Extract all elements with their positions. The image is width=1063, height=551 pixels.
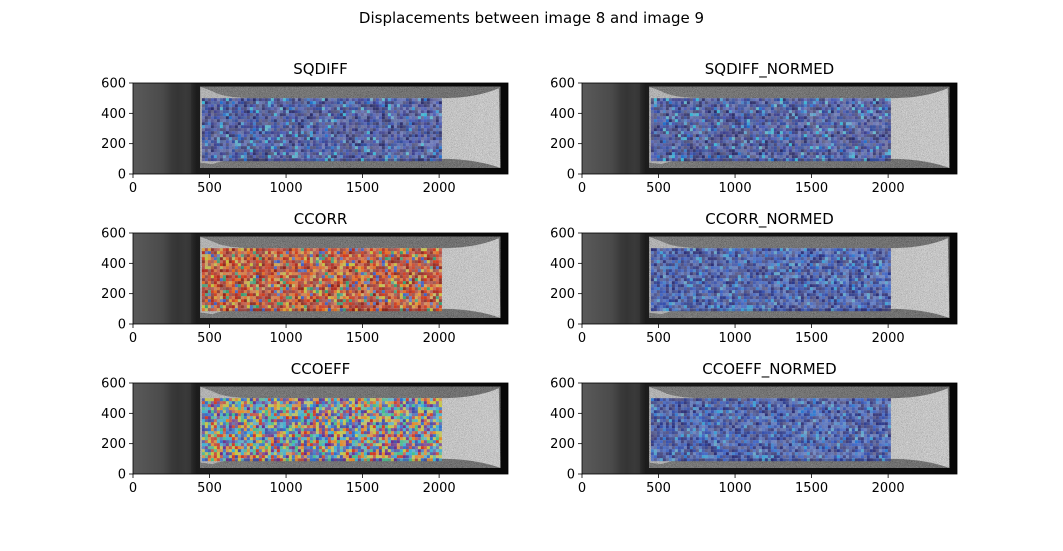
subplot-2: SQDIFF_NORMED 0 500 1000 1500 2000 0 200 400 600 [550, 60, 958, 196]
displacement-overlay [201, 98, 442, 162]
subplot-title: CCOEFF_NORMED [702, 360, 836, 379]
x-tick-label: 500 [197, 331, 222, 346]
x-tick-label: 1500 [795, 481, 828, 496]
x-tick-label: 1500 [795, 181, 828, 196]
subplot-title: SQDIFF [293, 60, 348, 78]
y-tick-label: 600 [101, 227, 126, 242]
x-tick-label: 1500 [346, 481, 379, 496]
background-image [582, 383, 957, 474]
displacement-overlay [650, 398, 891, 462]
y-tick-label: 400 [101, 407, 126, 422]
background-image [582, 83, 957, 174]
x-tick-label: 500 [197, 481, 222, 496]
y-tick-label: 600 [101, 377, 126, 392]
y-tick-label: 0 [567, 318, 575, 333]
x-tick-label: 2000 [872, 481, 905, 496]
grip-left [620, 83, 641, 174]
subplot-4: CCORR_NORMED 0 500 1000 1500 2000 0 200 400 600 [550, 210, 958, 346]
x-tick-label: 1500 [795, 331, 828, 346]
subplot-title: CCORR_NORMED [705, 210, 834, 229]
axes-frame [132, 82, 509, 175]
y-tick-label: 400 [101, 107, 126, 122]
subplot-6: CCOEFF_NORMED 0 500 1000 1500 2000 0 200 400 600 [550, 360, 958, 496]
y-tick-label: 400 [550, 257, 575, 272]
y-tick-label: 600 [550, 77, 575, 92]
y-tick-label: 200 [101, 437, 126, 452]
y-tick-label: 400 [550, 107, 575, 122]
grip-left [171, 383, 192, 474]
y-tick-label: 200 [550, 137, 575, 152]
axes-frame [581, 82, 958, 175]
x-tick-label: 500 [197, 181, 222, 196]
displacement-overlay [650, 98, 891, 162]
y-tick-label: 400 [101, 257, 126, 272]
x-tick-label: 0 [129, 181, 137, 196]
x-tick-label: 0 [578, 481, 586, 496]
x-tick-label: 1000 [270, 331, 303, 346]
x-tick-label: 0 [578, 331, 586, 346]
displacement-overlay [650, 248, 891, 312]
y-tick-label: 0 [567, 468, 575, 483]
x-tick-label: 0 [578, 181, 586, 196]
background-image [133, 83, 508, 174]
x-tick-label: 2000 [872, 331, 905, 346]
x-tick-label: 2000 [423, 481, 456, 496]
y-tick-label: 600 [101, 77, 126, 92]
x-tick-label: 1000 [719, 181, 752, 196]
x-tick-label: 0 [129, 331, 137, 346]
x-tick-label: 2000 [423, 331, 456, 346]
displacement-overlay [201, 248, 442, 312]
background-image [133, 383, 508, 474]
x-tick-label: 2000 [423, 181, 456, 196]
y-tick-label: 600 [550, 377, 575, 392]
y-tick-label: 200 [550, 437, 575, 452]
x-tick-label: 1500 [346, 181, 379, 196]
y-tick-label: 0 [118, 468, 126, 483]
background-image [582, 233, 957, 324]
y-tick-label: 0 [567, 168, 575, 183]
subplot-title: SQDIFF_NORMED [705, 60, 834, 79]
x-tick-label: 1000 [270, 481, 303, 496]
x-tick-label: 1500 [346, 331, 379, 346]
y-tick-label: 0 [118, 168, 126, 183]
subplot-1: SQDIFF 0 500 1000 1500 2000 0 200 400 600 [101, 60, 509, 196]
x-tick-label: 2000 [872, 181, 905, 196]
x-tick-label: 0 [129, 481, 137, 496]
figure-title: Displacements between image 8 and image … [359, 9, 704, 27]
grip-left [620, 383, 641, 474]
subplot-3: CCORR 0 500 1000 1500 2000 0 200 400 600 [101, 210, 509, 346]
y-tick-label: 0 [118, 318, 126, 333]
y-tick-label: 200 [101, 137, 126, 152]
x-tick-label: 500 [646, 331, 671, 346]
subplot-5: CCOEFF 0 500 1000 1500 2000 0 200 400 600 [101, 360, 509, 496]
axes-frame [581, 382, 958, 475]
x-tick-label: 1000 [270, 181, 303, 196]
grip-left [620, 233, 641, 324]
y-tick-label: 600 [550, 227, 575, 242]
grip-left [171, 233, 192, 324]
subplot-title: CCORR [294, 210, 348, 228]
x-tick-label: 500 [646, 181, 671, 196]
subplot-title: CCOEFF [291, 360, 351, 378]
axes-frame [132, 232, 509, 325]
axes-frame [132, 382, 509, 475]
x-tick-label: 1000 [719, 481, 752, 496]
displacement-overlay [201, 398, 442, 462]
x-tick-label: 500 [646, 481, 671, 496]
grip-left [171, 83, 192, 174]
y-tick-label: 200 [101, 287, 126, 302]
x-tick-label: 1000 [719, 331, 752, 346]
axes-frame [581, 232, 958, 325]
y-tick-label: 200 [550, 287, 575, 302]
background-image [133, 233, 508, 324]
y-tick-label: 400 [550, 407, 575, 422]
